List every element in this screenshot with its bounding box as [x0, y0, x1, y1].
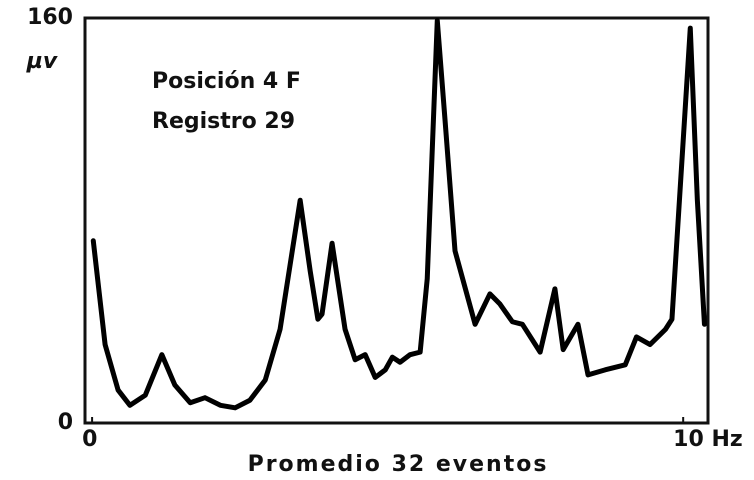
- annotation: Posición 4 F: [152, 69, 301, 94]
- spectrum-line: [90, 18, 707, 411]
- y-tick-label: 0: [58, 410, 73, 435]
- y-axis-label: µv: [26, 49, 58, 74]
- annotation: Registro 29: [152, 109, 295, 134]
- plot-frame: [83, 16, 710, 425]
- x-tick-label: 0: [82, 427, 97, 452]
- x-axis-label: Promedio 32 eventos: [248, 452, 549, 477]
- y-tick-label: 160: [27, 5, 73, 30]
- x-tick-label: 10 Hz: [673, 427, 743, 452]
